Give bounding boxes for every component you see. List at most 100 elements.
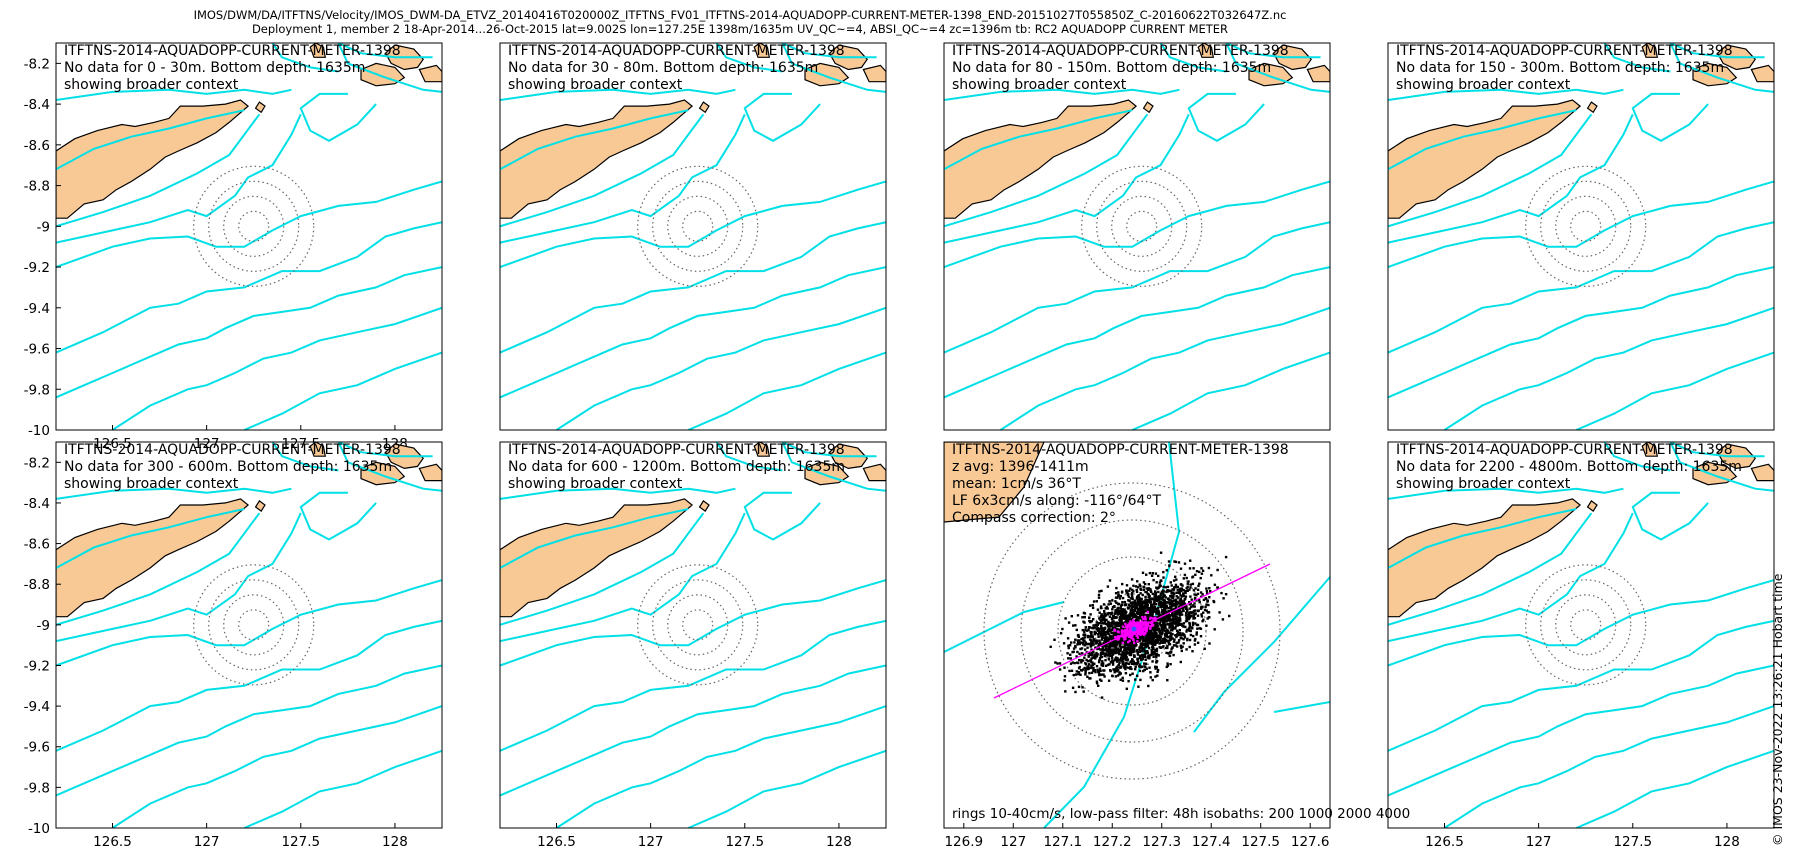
scatter-point [1165,569,1168,572]
scatter-point [1187,627,1191,630]
ring-1 [238,210,270,242]
scatter-point [1081,686,1084,689]
scatter-point [1125,589,1128,592]
scatter-point [1180,602,1183,605]
x-axis-ticks: 126.5 127 127.5 128 [1425,823,1740,850]
scatter-point [1104,648,1107,651]
x-tick-label: 127.5 [1241,834,1280,850]
panel-note-2: showing broader context [1396,476,1571,492]
scatter-point [1159,584,1162,588]
scatter-point [1107,679,1111,682]
isobath-3 [500,512,705,626]
y-tick-label: -9.2 [24,260,50,276]
scatter-point [1222,597,1225,600]
scatter-point [1158,601,1162,604]
y-tick-label: -10 [28,821,50,837]
scatter-point [1163,606,1166,610]
lowpass-point [1120,631,1123,634]
scatter-point [1066,652,1069,655]
isobath-11 [781,442,886,492]
scatter-point [1146,643,1149,646]
isobath-1 [944,88,1180,101]
plot-area [56,442,442,828]
scatter-point [1163,633,1167,636]
scatter-point [1113,605,1116,609]
lowpass-point [1146,610,1149,614]
timestamp-stamp: © IMOS 23-Nov-2022 13:26:21 Hobart time [1770,573,1785,846]
panel-note-2: showing broader context [952,77,1127,93]
scatter-point [1184,590,1187,593]
scatter-point [1199,607,1203,610]
isobath-1 [1043,442,1181,828]
scatter-point [1169,634,1172,637]
scatter-point [1063,666,1066,669]
scatter-point [1169,581,1172,584]
scatter-point [1116,595,1120,598]
scatter-point [1155,586,1158,589]
scatter-point [1090,642,1093,645]
scatter-point [1132,660,1135,663]
scatter-point [1080,647,1084,650]
scatter-point [1143,607,1146,610]
scatter-point [1123,617,1127,620]
scatter-point [1114,609,1117,612]
scatter-point [1160,596,1163,599]
scatter-point [1161,639,1164,642]
scatter-point [1152,643,1155,646]
scatter-point [1152,610,1156,613]
footer-text: rings 10-40cm/s, low-pass filter: 48h is… [952,806,1410,822]
scatter-point [1136,652,1139,655]
isobath-11 [1225,43,1330,93]
scatter-point [1170,607,1173,610]
scatter-point [1130,578,1134,581]
scatter-point [1082,690,1085,693]
land-land4 [1306,64,1330,83]
scatter-point [1121,663,1124,666]
scatter-point [1115,632,1118,635]
isobath-13 [1603,43,1671,73]
scatter-point [1177,602,1180,605]
ring-1 [1126,210,1158,242]
scatter-point [1081,659,1085,662]
isobath-13 [715,442,783,472]
scatter-point [1148,571,1152,575]
scatter-point [1165,614,1168,617]
x-tick-label: 126.5 [537,834,576,850]
scatter-point [1113,612,1117,615]
scatter-point [1171,632,1174,636]
scatter-point [1133,648,1136,651]
scatter-point [1140,657,1144,660]
scatter-point [1142,609,1145,612]
scatter-point [1148,610,1151,613]
scatter-point [1146,628,1150,631]
ring-2 [223,195,285,257]
scatter-point [1087,628,1090,631]
scatter-point [1086,660,1090,663]
scatter-point [1181,584,1184,587]
plot-area [1388,43,1774,430]
scatter-point [1126,593,1130,597]
scatter-point [1111,635,1114,638]
isobath-11 [337,43,442,93]
scatter-point [1107,640,1110,643]
scatter-point [1168,564,1171,567]
scatter-point [1181,606,1185,609]
lowpass-point [1150,621,1153,625]
scatter-point [1207,603,1210,607]
scatter-point [1158,634,1161,637]
scatter-point [1102,649,1106,652]
scatter-point [1120,646,1123,649]
scatter-point [1106,630,1109,633]
scatter-point [1151,653,1154,656]
scatter-point [1146,633,1150,637]
scatter-point [1123,646,1126,649]
scatter-point [1099,651,1103,655]
lowpass-point [1132,632,1135,635]
scatter-point [1108,615,1112,618]
scatter-point [1095,651,1098,655]
scatter-point [1191,650,1194,653]
y-tick-label: -9 [37,618,50,634]
scatter-point [1171,588,1174,591]
scatter-point [1081,652,1084,655]
isobath-11 [1669,43,1774,93]
